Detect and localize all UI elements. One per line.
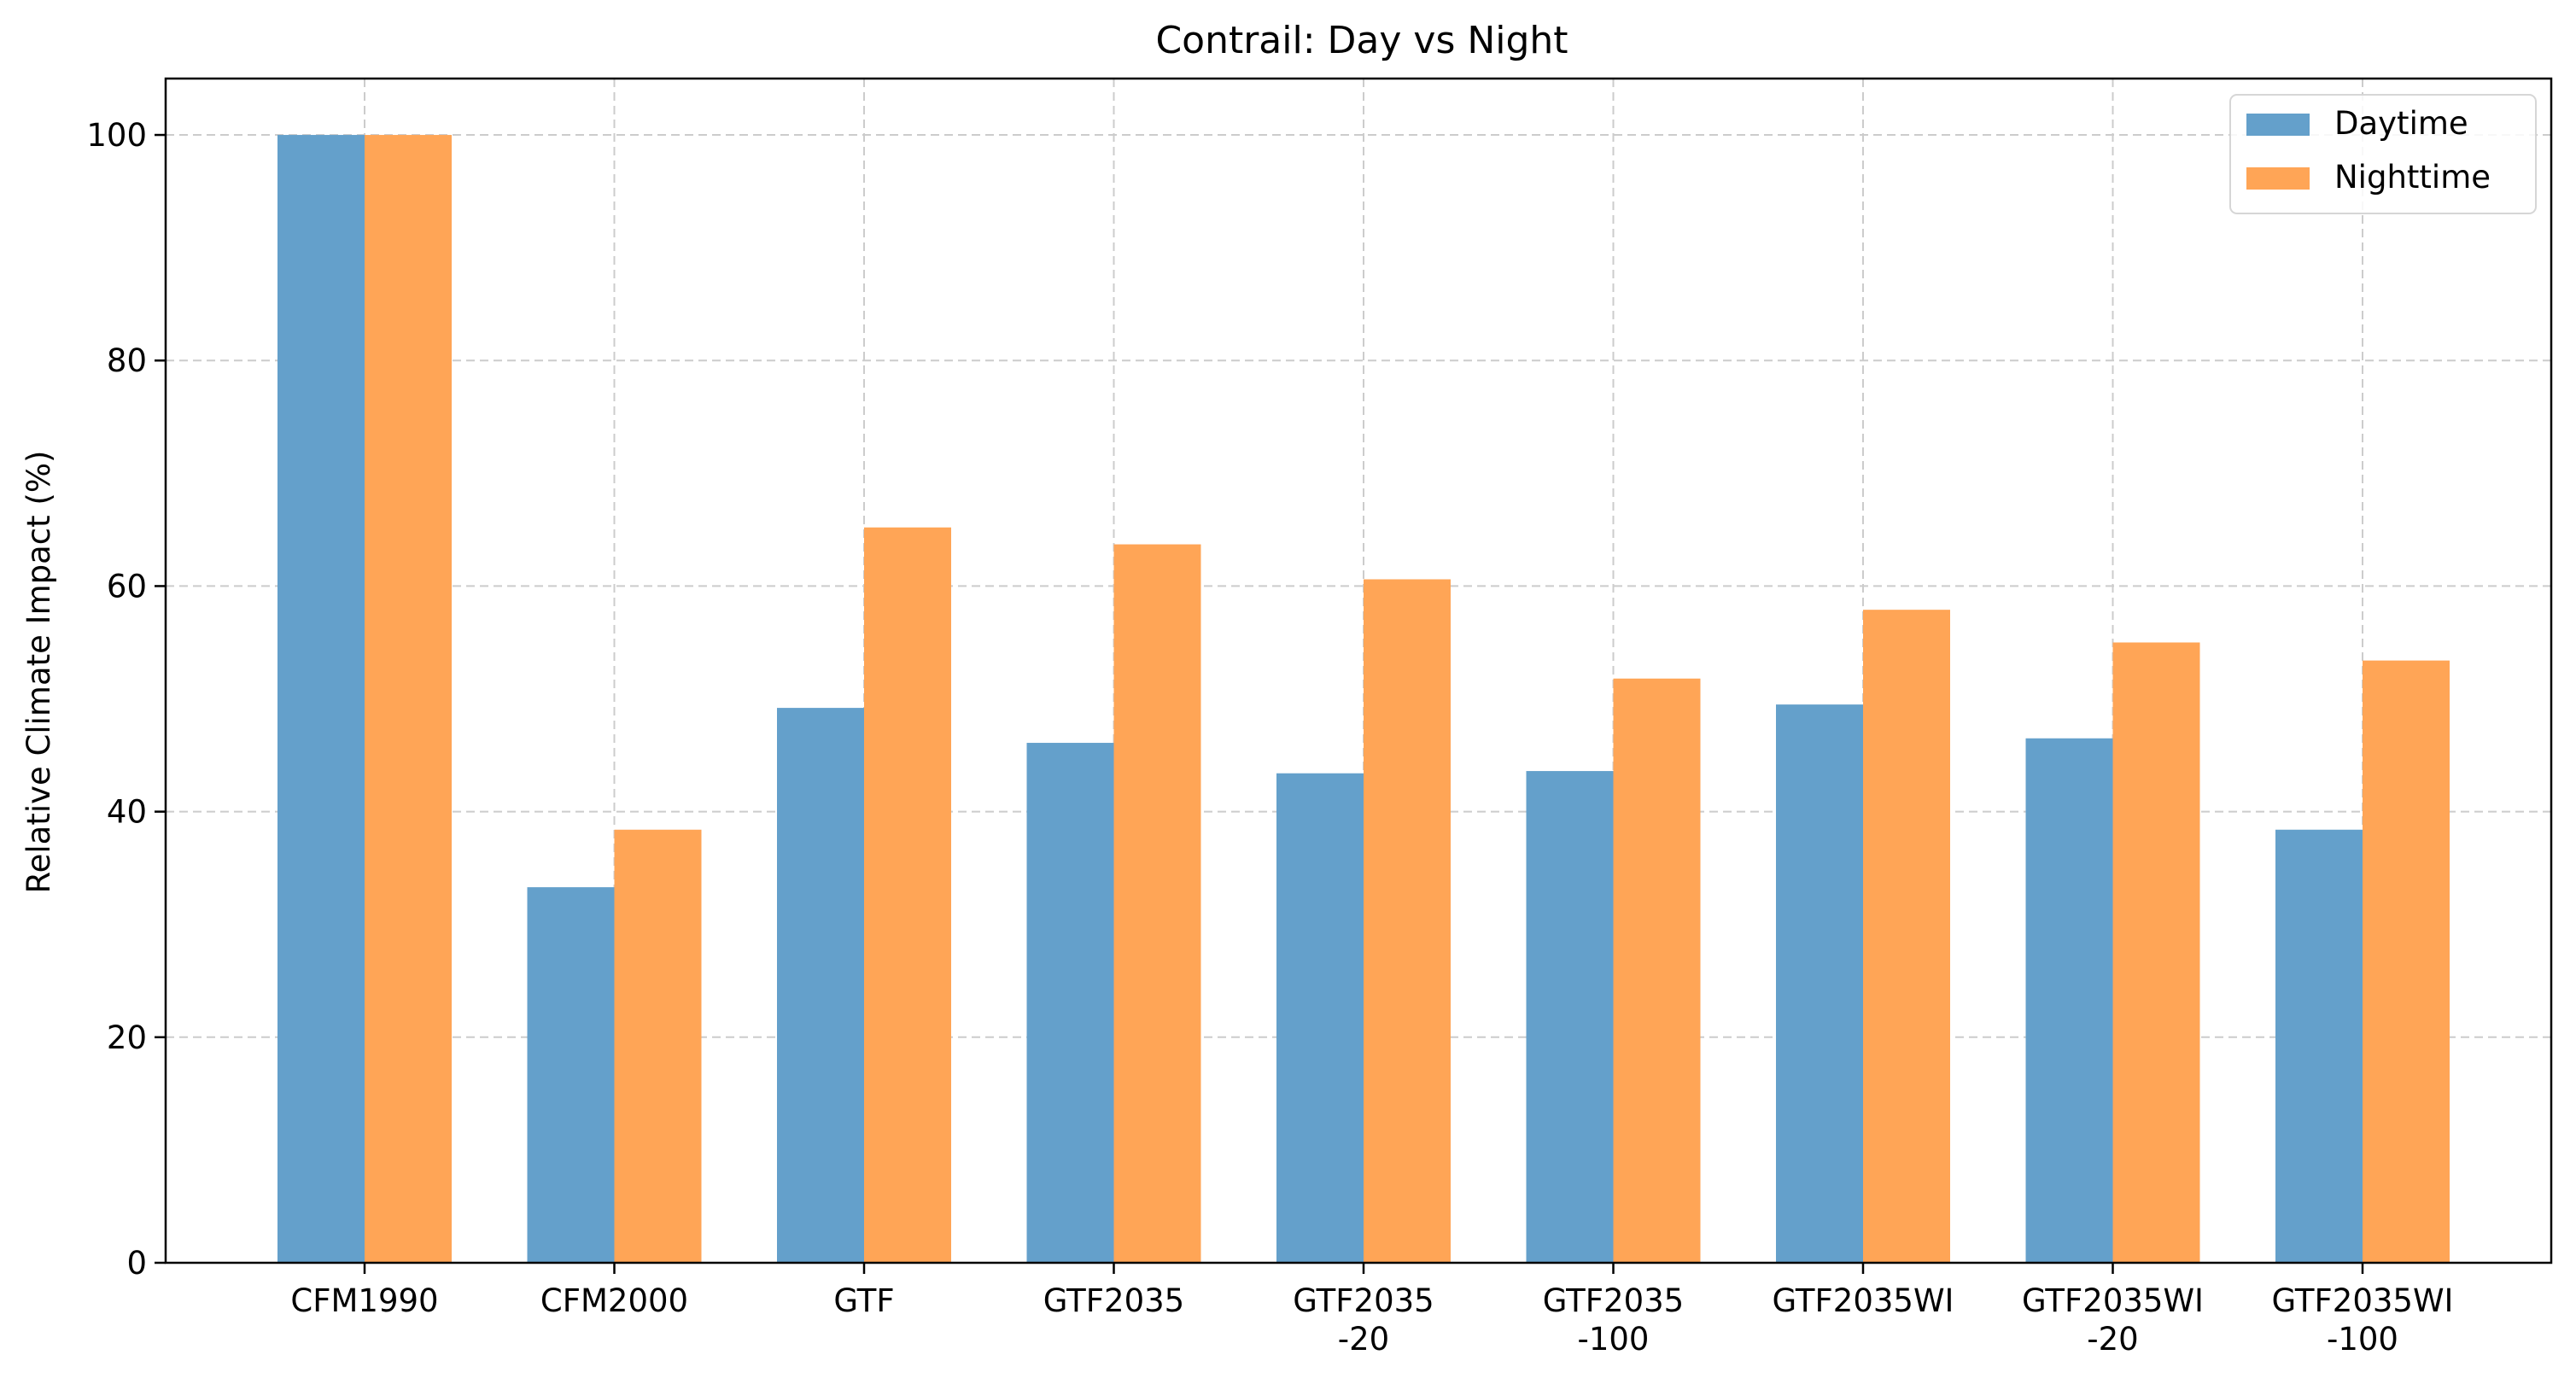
- bar-nighttime-gtf2035wi-20: [2112, 642, 2200, 1263]
- x-axis-ticks: CFM1990 CFM2000 GTF GTF2035 GTF2035-20GTF203…: [290, 1263, 2453, 1358]
- x-tick-label: GTF2035: [1043, 1282, 1184, 1319]
- legend-swatch-nighttime: [2246, 167, 2310, 190]
- y-axis-ticks: 0 20 40 60 80 100: [86, 117, 166, 1282]
- y-tick-label: 20: [107, 1019, 147, 1056]
- plot-frame: [164, 77, 2553, 1264]
- bar-nighttime-cfm1990: [365, 135, 452, 1264]
- y-tick-label: 100: [86, 117, 147, 154]
- y-tick-label: 60: [107, 568, 147, 604]
- bars: [277, 135, 2450, 1264]
- bar-nighttime-gtf2035: [1113, 544, 1201, 1263]
- bar-daytime-gtf2035wi-20: [2025, 738, 2113, 1263]
- bar-nighttime-gtf2035-100: [1613, 678, 1701, 1263]
- bar-daytime-gtf: [777, 708, 864, 1263]
- bar-nighttime-gtf2035wi: [1863, 610, 1950, 1263]
- x-tick-label: CFM2000: [540, 1282, 688, 1319]
- x-tick-label: GTF2035WI: [1773, 1282, 1954, 1319]
- chart-title: Contrail: Day vs Night: [1155, 19, 1568, 62]
- legend-label-nighttime: Nighttime: [2334, 159, 2491, 196]
- x-tick-label: GTF2035: [1543, 1282, 1684, 1319]
- y-axis-label: Relative Climate Impact (%): [20, 451, 57, 894]
- bar-nighttime-gtf2035wi-100: [2363, 660, 2450, 1263]
- bar-daytime-cfm2000: [527, 887, 615, 1263]
- y-tick-label: 40: [107, 794, 147, 831]
- x-tick-label: -100: [2327, 1321, 2398, 1358]
- x-tick-label: CFM1990: [290, 1282, 438, 1319]
- bar-daytime-cfm1990: [277, 135, 365, 1264]
- legend: Daytime Nighttime: [2229, 94, 2537, 214]
- bar-daytime-gtf2035-100: [1526, 771, 1614, 1263]
- x-tick-label: GTF2035WI: [2022, 1282, 2204, 1319]
- x-tick-label: GTF: [833, 1282, 894, 1319]
- bar-nighttime-cfm2000: [614, 829, 702, 1263]
- x-tick-label: GTF2035: [1293, 1282, 1434, 1319]
- legend-swatch-daytime: [2246, 114, 2310, 136]
- bar-nighttime-gtf: [864, 527, 951, 1263]
- legend-label-daytime: Daytime: [2334, 105, 2468, 142]
- y-tick-label: 0: [126, 1245, 147, 1282]
- x-tick-label: -20: [1338, 1321, 1389, 1358]
- bar-daytime-gtf2035wi-100: [2275, 829, 2363, 1263]
- bar-daytime-gtf2035: [1026, 743, 1114, 1263]
- bar-nighttime-gtf2035-20: [1364, 579, 1451, 1263]
- x-tick-label: GTF2035WI: [2272, 1282, 2454, 1319]
- y-tick-label: 80: [107, 342, 147, 379]
- bar-daytime-gtf2035-20: [1276, 773, 1364, 1263]
- x-tick-label: -100: [1578, 1321, 1650, 1358]
- x-tick-label: -20: [2087, 1321, 2138, 1358]
- bar-daytime-gtf2035wi: [1776, 704, 1863, 1263]
